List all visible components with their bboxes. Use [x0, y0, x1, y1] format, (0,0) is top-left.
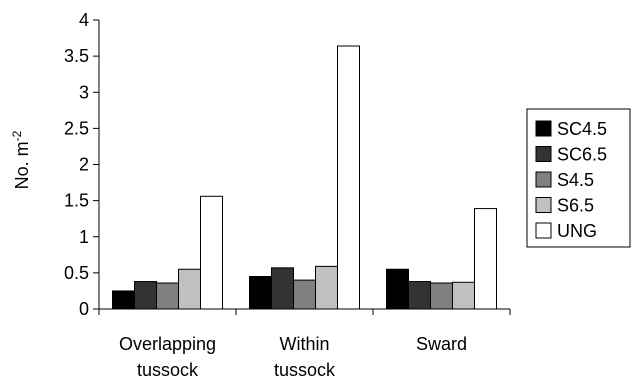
bar-sc6-5-2 [408, 281, 431, 310]
category-label: Overlapping [119, 334, 216, 354]
y-ticks: 0 0.5 1 1.5 2 2.5 3 3.5 4 [64, 10, 99, 319]
bar-s6-5-0 [178, 268, 201, 310]
bar-sc4-5-0 [112, 290, 135, 310]
y-tick-label: 4 [79, 10, 89, 30]
legend-swatch [535, 222, 552, 239]
legend-label: UNG [557, 221, 597, 241]
y-tick-label: 1 [79, 227, 89, 247]
y-tick-label: 3.5 [64, 46, 89, 66]
bars [112, 45, 497, 310]
legend-swatch [535, 120, 552, 137]
y-tick-label: 0 [79, 299, 89, 319]
y-axis-label-superscript: -2 [10, 130, 24, 141]
legend-label: SC4.5 [557, 119, 607, 139]
legend-swatch [535, 146, 552, 162]
bar-sc4-5-1 [249, 275, 272, 310]
bar-sc6-5-1 [271, 267, 294, 310]
category-label: Within [279, 334, 329, 354]
category-label: tussock [137, 360, 199, 380]
legend-label: S4.5 [557, 170, 594, 190]
bar-ung-0 [200, 195, 223, 310]
category-label: tussock [274, 360, 336, 380]
category-labels: Overlapping tussock Within tussock Sward [119, 334, 467, 380]
y-tick-label: 1.5 [64, 191, 89, 211]
y-tick-label: 0.5 [64, 263, 89, 283]
bar-ung-1 [337, 45, 360, 310]
bar-s6-5-2 [452, 281, 475, 310]
axes [98, 20, 511, 315]
y-axis-label: No. m-2 [10, 130, 32, 189]
bar-s4-5-1 [293, 279, 316, 310]
legend-label: SC6.5 [557, 145, 607, 165]
legend-swatch [535, 197, 552, 213]
bar-s4-5-2 [430, 282, 453, 310]
bar-ung-2 [474, 208, 497, 310]
bar-sc6-5-0 [134, 281, 157, 310]
legend-swatch [535, 171, 552, 188]
legend-label: S6.5 [557, 196, 594, 216]
y-tick-label: 2.5 [64, 118, 89, 138]
y-tick-label: 3 [79, 82, 89, 102]
category-label: Sward [416, 334, 467, 354]
y-axis-label-text: No. m [12, 141, 32, 189]
bar-sc4-5-2 [386, 268, 409, 310]
legend: SC4.5 SC6.5 S4.5 S6.5 UNG [526, 108, 631, 248]
bar-s4-5-0 [156, 282, 179, 310]
svg-text:No. m-2: No. m-2 [10, 130, 32, 189]
y-tick-label: 2 [79, 155, 89, 175]
bar-s6-5-1 [315, 265, 338, 310]
